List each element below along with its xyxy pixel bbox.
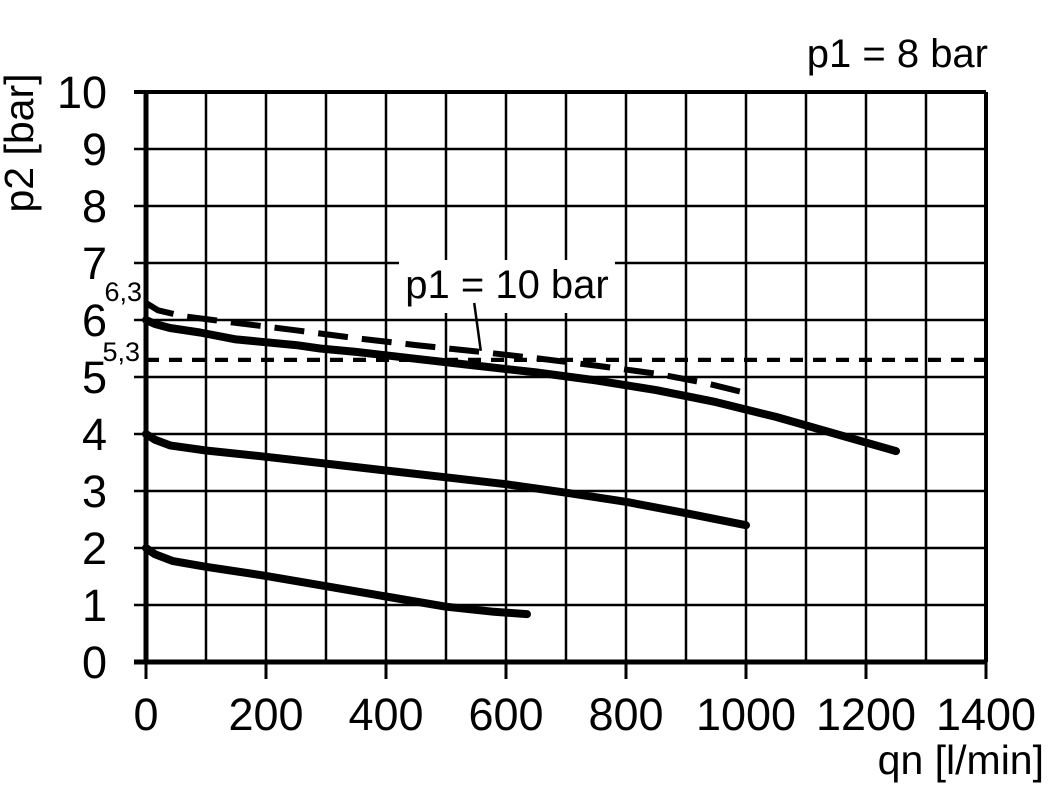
x-tick-label: 800 xyxy=(588,689,663,740)
curve-label-p1-10bar: p1 = 10 bar xyxy=(405,263,609,307)
grid xyxy=(134,90,988,679)
y-tick-label: 4 xyxy=(82,409,107,460)
curves xyxy=(142,300,986,619)
curve-p2-2bar-curve xyxy=(142,544,531,619)
curve-p2-6bar-curve xyxy=(142,316,900,456)
curve-p2-4bar-curve xyxy=(142,430,750,530)
y-marker-6-3: 6,3 xyxy=(104,277,142,307)
y-tick-label: 3 xyxy=(82,466,107,517)
y-tick-label: 2 xyxy=(82,523,107,574)
x-tick-label: 400 xyxy=(348,689,423,740)
curve-label-leader-line xyxy=(472,302,483,351)
y-marker-5-3: 5,3 xyxy=(102,337,140,367)
y-tick-label: 1 xyxy=(82,580,107,631)
curve-p1-10bar-curve xyxy=(144,300,747,396)
curve-label-background xyxy=(399,260,615,313)
x-tick-label: 1000 xyxy=(696,689,796,740)
y-tick-label: 5 xyxy=(82,352,107,403)
y-tick-label: 0 xyxy=(82,637,107,688)
x-tick-label: 200 xyxy=(228,689,303,740)
chart-title-p1-8bar: p1 = 8 bar xyxy=(807,32,988,76)
x-tick-label: 1200 xyxy=(816,689,916,740)
y-axis-tick-labels: 0 1 2 3 4 5 6 7 8 9 10 xyxy=(57,67,107,688)
x-axis-tick-labels: 0 200 400 600 800 1000 1200 1400 xyxy=(133,689,1036,740)
x-tick-label: 600 xyxy=(468,689,543,740)
y-tick-label: 9 xyxy=(82,124,107,175)
y-tick-label: 8 xyxy=(82,181,107,232)
x-tick-label: 0 xyxy=(133,689,158,740)
y-axis-title: p2 [bar] xyxy=(0,73,42,212)
y-tick-label: 6 xyxy=(82,295,107,346)
x-axis-title: qn [l/min] xyxy=(878,737,1044,783)
y-tick-label: 10 xyxy=(57,67,107,118)
x-tick-label: 1400 xyxy=(936,689,1036,740)
y-tick-label: 7 xyxy=(82,238,107,289)
